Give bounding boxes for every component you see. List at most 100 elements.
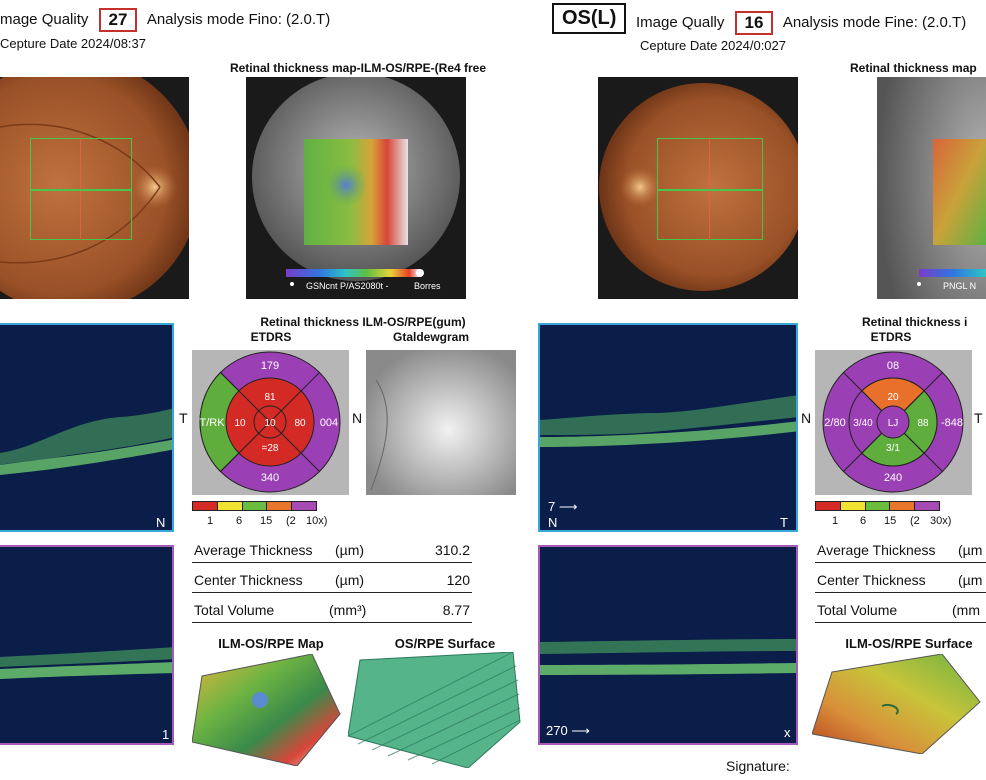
left-scale-swatch-5 (291, 501, 317, 511)
left-image-quality-label: mage Quality (0, 10, 89, 28)
left-map3d-title: ILM-OS/RPE Map (218, 636, 324, 651)
right-thickness-map: PNGL N (877, 77, 986, 299)
right-metric-average-thickness: Average Thickness (µm (815, 540, 986, 563)
right-etdrs-inner-right: 88 (917, 418, 929, 429)
left-t-letter: T (179, 410, 188, 426)
right-scale-label-1: 1 (832, 515, 839, 527)
left-n-letter: N (352, 410, 363, 426)
right-oct-scan-horizontal: 7 ⟶ N T (538, 323, 798, 532)
right-t-letter: T (974, 410, 983, 426)
left-metric-value: 120 (446, 572, 470, 588)
right-metric-label: Center Thickness (817, 572, 926, 588)
right-oct-arrow-label: 7 ⟶ (548, 499, 578, 514)
right-scale-label-2: 6 (860, 515, 867, 527)
right-oct2-graphic (540, 639, 796, 675)
right-metric-unit: (µm (958, 572, 983, 588)
left-surface-svg (347, 651, 521, 769)
right-eye-label: OS(L) (552, 3, 627, 34)
left-thickness-graphic (252, 77, 460, 286)
right-etdrs-title: Retinal thickness i (862, 315, 968, 329)
left-grayscale-map (366, 350, 516, 495)
left-metric-value: 310.2 (434, 542, 470, 558)
left-gray-title: Gtaldewgram (392, 330, 470, 344)
right-etdrs-bottom: 240 (884, 472, 902, 484)
left-etdrs-subtitle: ETDRS (250, 330, 292, 344)
right-scale-swatch-2 (839, 501, 866, 511)
right-etdrs-inner-left: 3/40 (853, 418, 873, 429)
right-oct2-arrow-label: 270 ⟶ (546, 723, 590, 738)
left-etdrs-inner-left: 10 (234, 418, 246, 429)
left-metric-label: Average Thickness (194, 542, 313, 558)
right-oct-graphic (540, 395, 796, 447)
left-thickness-map: GSNcnt P/AS2080t - Borres (246, 77, 466, 299)
right-metric-label: Total Volume (817, 602, 898, 618)
left-oct-graphic (0, 408, 172, 475)
right-surface-graphic (811, 653, 982, 755)
right-metric-label: Average Thickness (817, 542, 936, 558)
left-scale-label-5: 10x) (306, 515, 328, 527)
right-etdrs-left: 2/80 (824, 417, 845, 429)
left-etdrs-top: 179 (261, 360, 279, 372)
left-map3d-svg (191, 653, 341, 767)
left-oct2-graphic (0, 647, 172, 679)
left-grayscale-graphic (366, 350, 516, 495)
right-scale-swatch-3 (864, 501, 891, 511)
right-metric-unit: (µm (958, 542, 983, 558)
right-n-letter: N (801, 410, 812, 426)
right-scale-swatch-1 (815, 501, 841, 511)
right-fundus-graphic (599, 83, 798, 291)
left-analysis-mode: Analysis mode Fino: (2.0.T) (146, 10, 331, 28)
left-metric-center-thickness: Center Thickness (µm) 120 (192, 570, 472, 593)
left-capture-date: Cepture Date 2024/08:37 (0, 36, 146, 51)
left-scale-swatch-4 (266, 501, 293, 511)
right-oct-n-label: N (548, 515, 558, 530)
right-analysis-mode: Analysis mode Fine: (2.0.T) (782, 13, 967, 31)
left-etdrs-inner-right: 80 (294, 418, 306, 429)
left-etdrs-right: 004 (320, 417, 338, 429)
left-map3d-graphic (191, 653, 342, 767)
right-oct-t-label: T (780, 515, 788, 530)
right-scan-line-horizontal (657, 189, 763, 191)
right-oct-scan-vertical: 270 ⟶ x (538, 545, 798, 745)
left-color-scale (192, 501, 317, 511)
left-metric-unit: (µm) (335, 572, 365, 588)
left-surface-graphic (347, 651, 523, 769)
left-etdrs-inner-top: 81 (264, 392, 276, 403)
left-fundus-image (0, 77, 189, 299)
right-scale-label-3: 15 (884, 515, 897, 527)
left-etdrs-bottom: 340 (261, 472, 279, 484)
left-fundus-graphic (0, 77, 189, 299)
right-image-quality-value: 16 (734, 11, 774, 35)
left-metric-label: Center Thickness (194, 572, 303, 588)
signature-label: Signature: (726, 758, 790, 774)
right-metric-center-thickness: Center Thickness (µm (815, 570, 986, 593)
right-surface-title: ILM-OS/RPE Surface (845, 636, 973, 651)
right-thickness-graphic (877, 77, 986, 299)
left-oct-scan-vertical: 1 (0, 545, 174, 745)
right-metric-unit: (mm (952, 602, 980, 618)
left-etdrs-title: Retinal thickness ILM-OS/RPE(gum) (260, 315, 466, 329)
left-scan-line-horizontal (30, 189, 132, 191)
left-scale-swatch-1 (192, 501, 218, 511)
right-scale-swatch-5 (914, 501, 940, 511)
left-thickness-map-title: Retinal thickness map-ILM-OS/RPE-(Re4 fr… (229, 61, 487, 75)
right-etdrs-center: LJ (888, 418, 899, 429)
left-surface-title: OS/RPE Surface (394, 636, 496, 651)
right-etdrs-graphic: 08 2/80 -848 240 20 3/40 88 3/1 LJ (822, 351, 964, 493)
left-metric-label: Total Volume (194, 602, 275, 618)
left-etdrs-graphic: 179 T/RK 004 340 81 10 80 =28 10 (199, 351, 341, 493)
left-etdrs-left: T/RK (199, 417, 225, 429)
left-scale-swatch-3 (241, 501, 268, 511)
left-metric-total-volume: Total Volume (mm³) 8.77 (192, 600, 472, 623)
right-etdrs-right: -848 (941, 417, 963, 429)
left-metric-value: 8.77 (442, 602, 470, 618)
left-metric-average-thickness: Average Thickness (µm) 310.2 (192, 540, 472, 563)
left-etdrs-inner-bottom: =28 (262, 443, 279, 454)
left-image-quality-value: 27 (98, 8, 138, 32)
right-etdrs-subtitle: ETDRS (870, 330, 912, 344)
left-etdrs-center: 10 (264, 418, 276, 429)
left-header-line: mage Quality 27 Analysis mode Fino: (2.0… (0, 8, 330, 32)
right-header-line: Image Qually 16 Analysis mode Fine: (2.0… (636, 11, 966, 35)
left-oct2-tag: 1 (162, 727, 170, 742)
right-thickness-map-title: Retinal thickness map (850, 61, 977, 75)
